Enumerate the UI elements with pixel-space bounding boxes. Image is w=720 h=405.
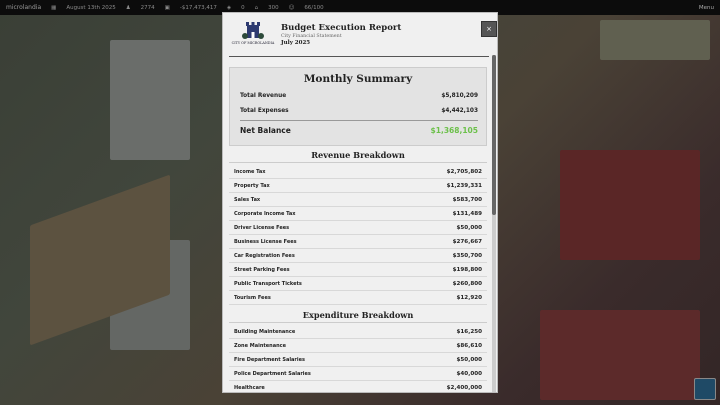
row-label: Police Department Salaries <box>234 370 311 377</box>
minimap-button[interactable] <box>694 378 716 400</box>
logo-text: CITY OF MICROLANDIA <box>231 41 275 45</box>
summary-title: Monthly Summary <box>303 73 413 85</box>
menu-button[interactable]: Menu <box>698 4 714 11</box>
expenditure-list: Building Maintenance $16,250 Zone Maintena… <box>229 325 487 392</box>
table-row: Sales Tax $583,700 <box>229 193 487 207</box>
stat-b-icon: ⌂ <box>254 4 259 11</box>
row-value: $131,489 <box>452 210 482 217</box>
building <box>540 310 700 400</box>
app-title: microlandia <box>6 4 42 11</box>
row-label: Tourism Fees <box>234 294 271 301</box>
approval-icon: ☺ <box>288 4 295 11</box>
stat-a-icon: ◈ <box>226 4 232 11</box>
row-value: $583,700 <box>452 196 482 203</box>
row-label: Healthcare <box>234 384 265 391</box>
scrollbar[interactable] <box>492 55 496 392</box>
row-label: Business License Fees <box>234 238 297 245</box>
row-label: Fire Department Salaries <box>234 356 305 363</box>
row-label: Zone Maintenance <box>234 342 287 349</box>
label: Total Revenue <box>240 93 287 99</box>
value: $5,810,209 <box>441 93 478 99</box>
row-value: $86,610 <box>456 342 482 349</box>
table-row: Property Tax $1,239,331 <box>229 179 487 193</box>
row-label: Building Maintenance <box>234 328 296 335</box>
budget-report-modal: CITY OF MICROLANDIA Budget Execution Rep… <box>222 12 498 393</box>
report-header: CITY OF MICROLANDIA Budget Execution Rep… <box>229 19 497 57</box>
row-value: $276,667 <box>452 238 482 245</box>
total-expenses-row: Total Expenses $4,442,103 <box>240 108 478 114</box>
table-row: Income Tax $2,705,802 <box>229 165 487 179</box>
population: 2774 <box>140 4 155 11</box>
table-row: Public Transport Tickets $260,800 <box>229 277 487 291</box>
date: August 13th 2025 <box>66 4 116 11</box>
revenue-list: Income Tax $2,705,802 Property Tax $1,239,3… <box>229 165 487 305</box>
table-row: Police Department Salaries $40,000 <box>229 367 487 381</box>
label: Total Expenses <box>240 108 289 114</box>
report-period: July 2025 <box>281 40 311 46</box>
castle-icon <box>242 22 264 39</box>
row-value: $16,250 <box>456 328 482 335</box>
row-label: Street Parking Fees <box>234 266 290 273</box>
row-label: Corporate Income Tax <box>234 210 296 217</box>
total-revenue-row: Total Revenue $5,810,209 <box>240 93 478 99</box>
city-logo: CITY OF MICROLANDIA <box>229 21 277 53</box>
row-value: $12,920 <box>456 294 482 301</box>
row-value: $1,239,331 <box>446 182 482 189</box>
row-value: $50,000 <box>456 224 482 231</box>
revenue-section-title: Revenue Breakdown <box>229 150 487 163</box>
row-value: $260,800 <box>452 280 482 287</box>
row-value: $2,705,802 <box>446 168 482 175</box>
table-row: Building Maintenance $16,250 <box>229 325 487 339</box>
table-row: Business License Fees $276,667 <box>229 235 487 249</box>
row-label: Income Tax <box>234 168 266 175</box>
stat-b: 300 <box>268 4 279 11</box>
row-label: Driver License Fees <box>234 224 290 231</box>
building <box>110 40 190 160</box>
date-icon: ▦ <box>51 4 57 11</box>
report-subtitle: City Financial Statement <box>281 34 342 39</box>
row-label: Property Tax <box>234 182 270 189</box>
value: $1,368,105 <box>430 126 478 135</box>
row-value: $198,800 <box>452 266 482 273</box>
scrollbar-thumb[interactable] <box>492 55 496 215</box>
table-row: Car Registration Fees $350,700 <box>229 249 487 263</box>
money-icon: ▣ <box>164 4 170 11</box>
value: $4,442,103 <box>441 108 478 114</box>
monthly-summary: Monthly Summary Total Revenue $5,810,209 … <box>229 67 487 146</box>
building <box>560 150 700 260</box>
label: Net Balance <box>240 126 291 135</box>
stat-a: 0 <box>241 4 245 11</box>
row-value: $2,400,000 <box>446 384 482 391</box>
table-row: Fire Department Salaries $50,000 <box>229 353 487 367</box>
row-value: $50,000 <box>456 356 482 363</box>
population-icon: ♟ <box>125 4 131 11</box>
table-row: Tourism Fees $12,920 <box>229 291 487 305</box>
top-bar: microlandia ▦ August 13th 2025 ♟ 2774 ▣ -$1… <box>0 0 720 15</box>
net-balance-row: Net Balance $1,368,105 <box>240 120 478 135</box>
row-label: Sales Tax <box>234 196 261 203</box>
report-title: Budget Execution Report <box>281 23 402 33</box>
row-value: $350,700 <box>452 252 482 259</box>
row-value: $40,000 <box>456 370 482 377</box>
table-row: Healthcare $2,400,000 <box>229 381 487 392</box>
close-button[interactable]: × <box>481 21 497 37</box>
building <box>600 20 710 60</box>
row-label: Public Transport Tickets <box>234 280 302 287</box>
approval: 66/100 <box>304 4 324 11</box>
row-label: Car Registration Fees <box>234 252 295 259</box>
table-row: Driver License Fees $50,000 <box>229 221 487 235</box>
money: -$17,473,417 <box>179 4 217 11</box>
table-row: Street Parking Fees $198,800 <box>229 263 487 277</box>
table-row: Corporate Income Tax $131,489 <box>229 207 487 221</box>
expenditure-section-title: Expenditure Breakdown <box>229 310 487 323</box>
table-row: Zone Maintenance $86,610 <box>229 339 487 353</box>
